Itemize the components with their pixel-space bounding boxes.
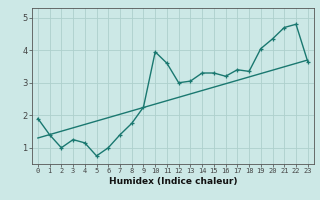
- X-axis label: Humidex (Indice chaleur): Humidex (Indice chaleur): [108, 177, 237, 186]
